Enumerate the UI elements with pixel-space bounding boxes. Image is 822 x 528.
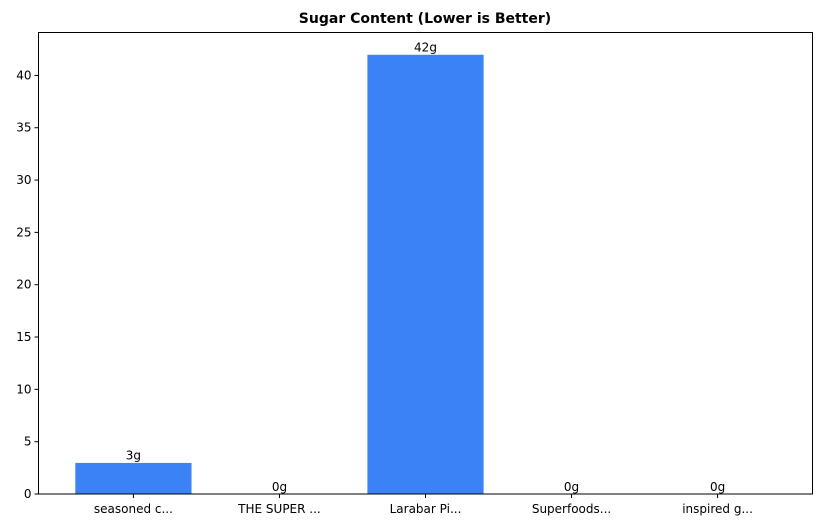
bar-value-label: 0g: [272, 480, 287, 494]
y-tick-label: 25: [16, 225, 31, 239]
bar: [74, 462, 193, 495]
x-tick-label: seasoned c...: [94, 502, 173, 516]
x-tick-label: Larabar Pi...: [390, 502, 462, 516]
bar-value-label: 3g: [126, 449, 141, 463]
bar-value-label: 0g: [564, 480, 579, 494]
y-tick-label: 20: [16, 278, 31, 292]
x-tick-label: Superfoods...: [532, 502, 611, 516]
x-tick-label: THE SUPER ...: [237, 502, 321, 516]
plot-frame: [38, 32, 813, 495]
y-tick-label: 15: [16, 330, 31, 344]
bar-value-label: 42g: [414, 40, 437, 54]
bar-value-label: 0g: [710, 480, 725, 494]
x-tick-label: inspired g...: [682, 502, 753, 516]
y-tick-label: 35: [16, 121, 31, 135]
y-tick-label: 30: [16, 173, 31, 187]
y-tick-label: 40: [16, 68, 31, 82]
y-tick-label: 5: [24, 435, 32, 449]
y-tick-label: 10: [16, 382, 31, 396]
x-axis: seasoned c... THE SUPER ... Larabar Pi... S…: [94, 494, 753, 516]
y-tick-label: 0: [24, 487, 32, 501]
y-axis: 0 5 10 15 20 25 30 35 40: [16, 68, 39, 501]
bar: [366, 54, 485, 495]
chart-title: Sugar Content (Lower is Better): [299, 11, 551, 27]
bars: 3g 0g 42g 0g 0g: [74, 40, 725, 495]
